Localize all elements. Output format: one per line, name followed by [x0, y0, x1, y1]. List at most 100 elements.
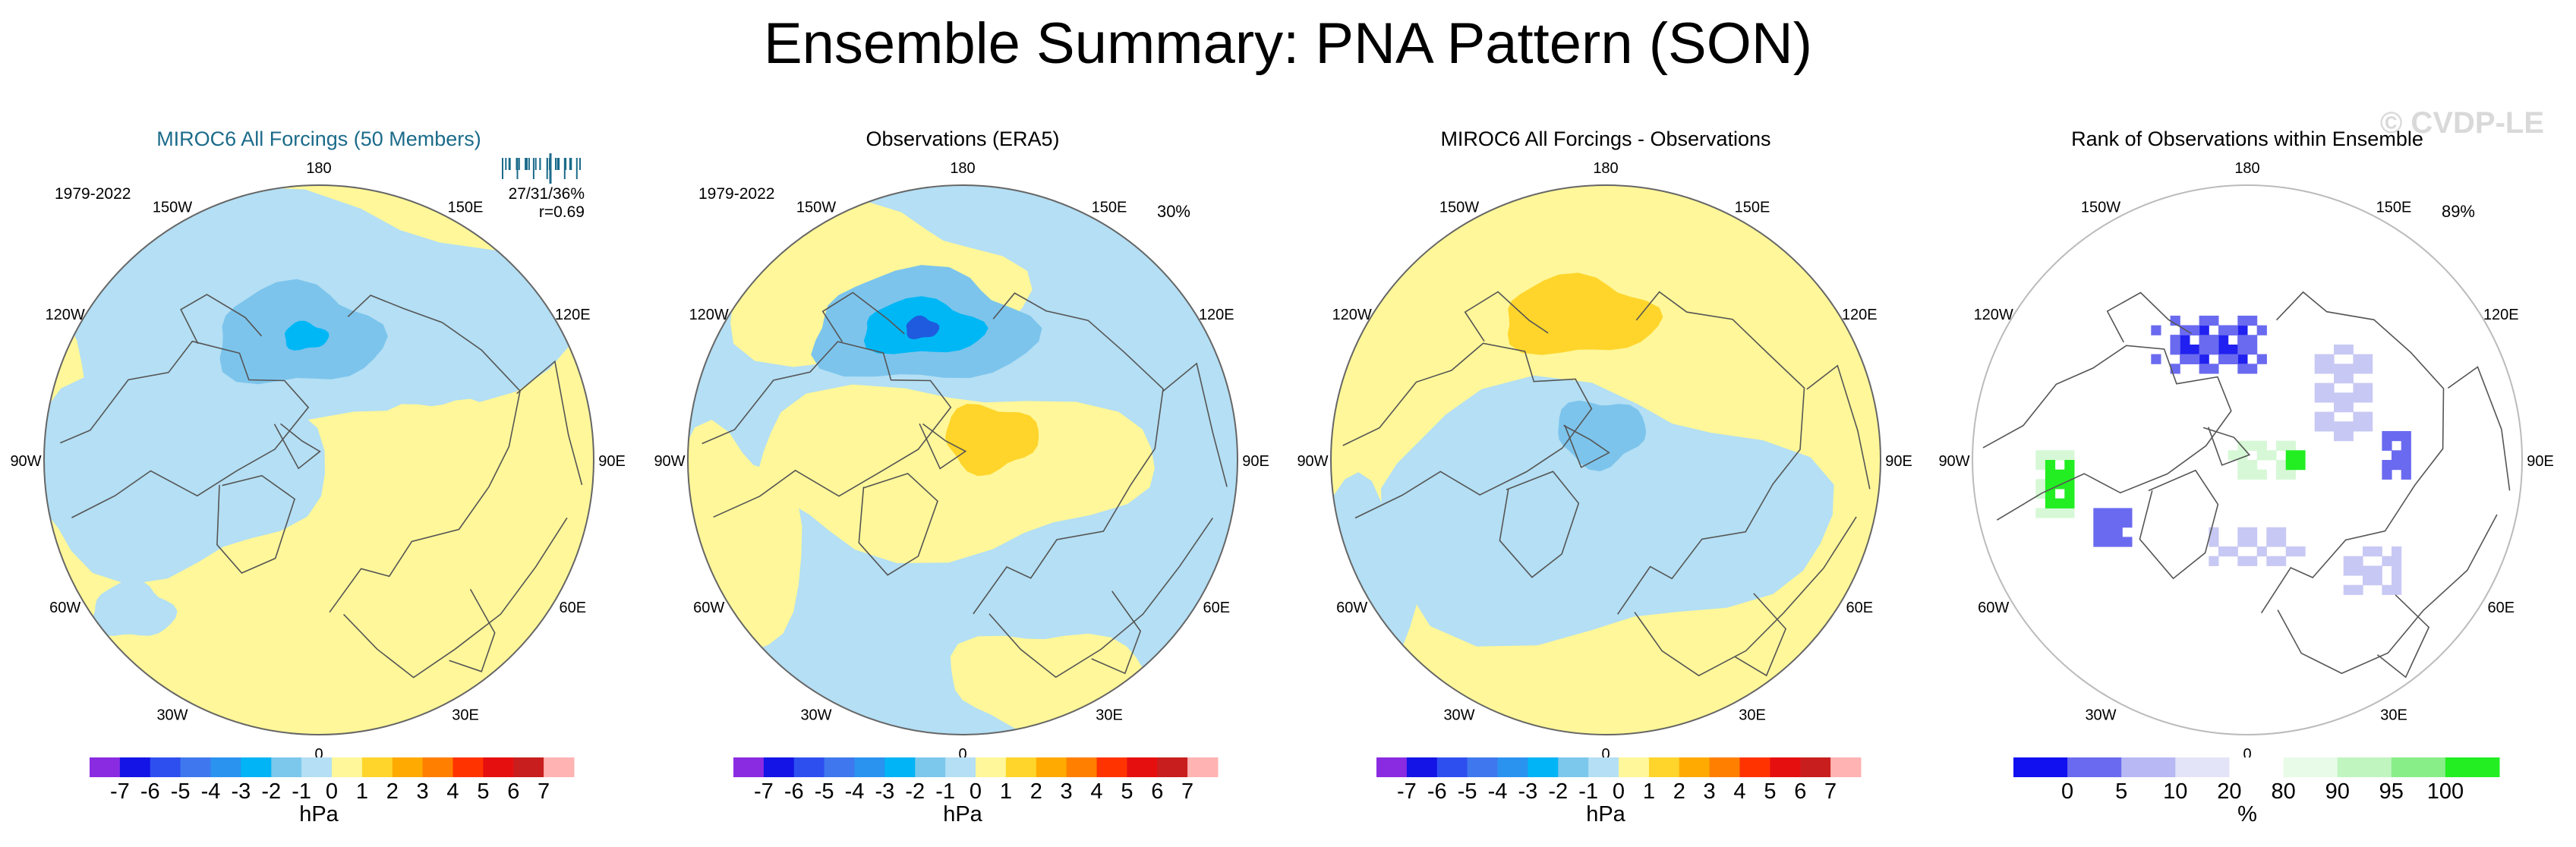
colorbar-tick: 95 — [2379, 779, 2404, 804]
rank-high-west-core — [2064, 460, 2075, 471]
rank-low-asia — [2314, 392, 2325, 403]
rank-low-east — [2353, 584, 2363, 595]
rank-low-asia — [2343, 392, 2354, 403]
colorbar-tick: 0 — [326, 779, 338, 804]
anomaly-negative-west — [44, 373, 325, 585]
rank-low-europe — [2247, 556, 2258, 566]
rank-low-pacific — [2218, 335, 2229, 345]
rank-low-asia — [2343, 421, 2354, 432]
rank-low-asia — [2363, 364, 2373, 374]
colorbar-swatch — [2121, 757, 2176, 777]
rank-high-center — [2276, 440, 2287, 451]
colorbar-label: hPa — [299, 802, 339, 827]
rank-high-west-core — [2064, 498, 2075, 509]
rank-low-asia — [2314, 383, 2325, 393]
colorbar-swatch — [1187, 757, 1219, 777]
colorbar-tick: 1 — [1643, 779, 1655, 804]
coastline-5 — [1464, 291, 1549, 342]
lon-label-150W: 150W — [1439, 200, 1479, 216]
rank-high-west — [2064, 508, 2075, 518]
rank-low-europe — [2276, 556, 2287, 566]
lon-label-30W: 30W — [156, 707, 188, 723]
lon-label-180: 180 — [1593, 160, 1618, 177]
colorbar-swatch — [824, 757, 855, 777]
lon-label-30W: 30W — [2085, 707, 2116, 723]
lon-label-120E: 120E — [1842, 307, 1878, 323]
map-field — [688, 185, 1238, 735]
rank-low-pacific-edge — [2209, 315, 2219, 326]
coastline-5 — [180, 294, 263, 345]
rank-low-pacific-edge — [2199, 364, 2209, 374]
rank-low-pacific-edge — [2180, 354, 2190, 364]
coastline-7 — [449, 589, 496, 672]
colorbar-swatch — [1005, 757, 1037, 777]
colorbar-tick: 1 — [1000, 779, 1012, 804]
rank-low-asia — [2363, 354, 2373, 364]
colorbar-tick: -7 — [110, 779, 130, 804]
colorbar-tick: -6 — [1427, 779, 1447, 804]
rank-low-east — [2343, 584, 2354, 595]
rank-low-asia — [2314, 364, 2325, 374]
colorbar-tick: -3 — [875, 779, 895, 804]
rank-low-pacific-edge — [2151, 325, 2161, 335]
rank-low-atlantic — [2093, 537, 2104, 547]
rank-low-east — [2372, 575, 2382, 586]
rank-low-asia — [2324, 421, 2335, 432]
colorbar-swatch — [271, 757, 302, 777]
stats-label: 27/31/36% — [509, 185, 585, 203]
colorbar-tick: 3 — [417, 779, 429, 804]
rank-low-east — [2363, 575, 2373, 586]
colorbar-swatch — [1036, 757, 1067, 777]
colorbar-tick: -5 — [1458, 779, 1477, 804]
rank-high-west — [2045, 450, 2056, 461]
map-boundary — [687, 184, 1238, 735]
rank-low-atlantic — [2122, 518, 2133, 528]
colorbar-label: hPa — [1586, 802, 1625, 827]
colorbar-swatch — [1436, 757, 1468, 777]
rank-low-asia-east — [2382, 469, 2392, 480]
colorbar-swatch — [483, 757, 514, 777]
colorbar-swatch — [1497, 757, 1528, 777]
rank-low-europe — [2266, 556, 2277, 566]
rank-high-center — [2285, 469, 2296, 480]
colorbar-tick: -5 — [171, 779, 191, 804]
colorbar-tick: 7 — [1824, 779, 1837, 804]
rank-low-asia — [2334, 364, 2344, 374]
coastline-7 — [2377, 594, 2430, 679]
rank-low-pacific-edge — [2209, 345, 2219, 355]
colorbar-swatch — [884, 757, 916, 777]
colorbar-tick: 20 — [2217, 779, 2241, 804]
rank-low-pacific — [2180, 335, 2190, 345]
colorbar-tick: 7 — [1181, 779, 1193, 804]
rank-high-center — [2247, 469, 2258, 480]
coastline-1 — [858, 472, 938, 576]
lon-label-0: 0 — [2243, 746, 2251, 763]
coastline-6 — [2202, 427, 2251, 466]
rank-high-west-core — [2054, 469, 2065, 480]
anomaly-negative-main — [1381, 375, 1834, 647]
lon-label-120W: 120W — [46, 307, 85, 323]
lon-label-60E: 60E — [1846, 600, 1874, 616]
colorbar-swatch — [241, 757, 272, 777]
rank-high-west-core — [2045, 460, 2056, 471]
rank-low-asia — [2324, 383, 2335, 393]
lon-label-60W: 60W — [693, 600, 724, 616]
rank-low-pacific-edge — [2218, 325, 2229, 335]
rank-high-west — [2035, 460, 2046, 471]
rank-low-east — [2382, 584, 2392, 595]
rank-low-asia — [2353, 354, 2363, 364]
colorbar-swatch — [210, 757, 241, 777]
period-label: 1979-2022 — [698, 185, 774, 203]
colorbar-swatch — [2013, 757, 2068, 777]
rank-high-west-core — [2054, 498, 2065, 509]
colorbar-swatch — [1619, 757, 1650, 777]
coastline-2 — [1617, 291, 1805, 615]
rank-low-asia — [2363, 383, 2373, 393]
rank-high-center — [2228, 450, 2238, 461]
rank-low-pacific-edge — [2247, 335, 2258, 345]
colorbar-swatch — [361, 757, 393, 777]
colorbar-swatch — [513, 757, 544, 777]
rank-low-europe — [2247, 537, 2258, 547]
colorbar-tick: 80 — [2271, 779, 2295, 804]
coastline-6 — [273, 423, 321, 470]
